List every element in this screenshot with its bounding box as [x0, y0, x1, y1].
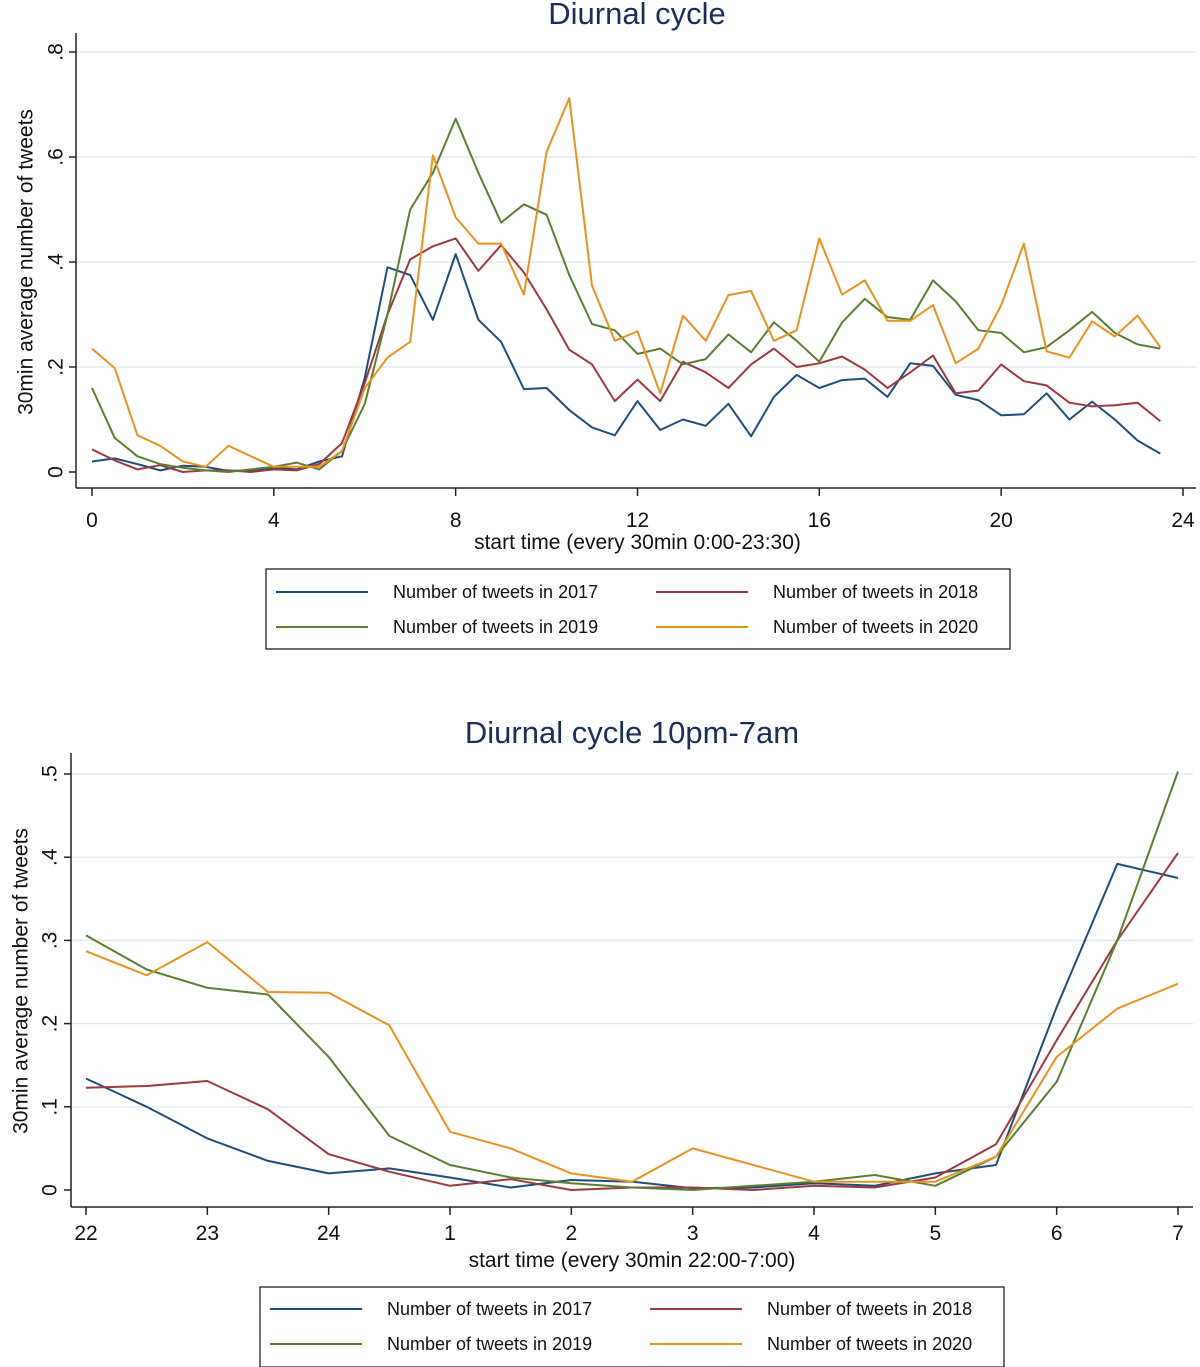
x-axis-label: start time (every 30min 22:00-7:00) [469, 1249, 796, 1272]
x-tick-label: 24 [1171, 509, 1195, 532]
y-tick-label: .1 [39, 1098, 62, 1116]
y-tick-label: .5 [39, 765, 62, 783]
x-tick-label: 23 [196, 1222, 219, 1245]
y-axis-label: 30min average number of tweets [15, 109, 38, 415]
chart-1: Diurnal cycle 0 .2 .4 .6 .8 0 4 8 12 16 20 24 start t… [15, 0, 1196, 650]
y-axis-label: 30min average number of tweets [10, 828, 33, 1134]
series-line-number-of-tweets-in-2018 [85, 852, 1179, 1191]
series-line-number-of-tweets-in-2017 [85, 862, 1179, 1190]
x-tick-label: 8 [450, 509, 462, 532]
x-tick-label: 4 [808, 1222, 820, 1245]
series-line-number-of-tweets-in-2020 [85, 941, 1179, 1183]
legend: Number of tweets in 2017 Number of tweets… [259, 1286, 1005, 1367]
legend-box [265, 568, 1011, 650]
y-tick-label: 0 [45, 466, 68, 478]
series-line-number-of-tweets-in-2018 [91, 237, 1161, 473]
x-tick-label: 16 [808, 509, 831, 532]
y-tick-label: .6 [45, 148, 68, 166]
legend-label: Number of tweets in 2019 [387, 1334, 592, 1354]
y-tick-label: .3 [39, 932, 62, 950]
y-tick-label: .4 [39, 848, 62, 866]
chart-title: Diurnal cycle [548, 0, 725, 31]
legend-label: Number of tweets in 2017 [387, 1299, 592, 1319]
y-tick-label: .4 [45, 253, 68, 271]
x-tick-label: 20 [989, 509, 1012, 532]
x-tick-label: 5 [929, 1222, 941, 1245]
chart-title: Diurnal cycle 10pm-7am [465, 715, 799, 750]
x-tick-label: 2 [565, 1222, 577, 1245]
x-tick-label: 22 [74, 1222, 97, 1245]
series-line-number-of-tweets-in-2017 [91, 253, 1161, 472]
y-tick-label: 0 [39, 1184, 62, 1196]
legend-label: Number of tweets in 2018 [773, 582, 978, 602]
x-tick-label: 1 [444, 1222, 456, 1245]
legend-label: Number of tweets in 2017 [393, 582, 598, 602]
x-tick-label: 6 [1051, 1222, 1063, 1245]
x-tick-label: 7 [1172, 1222, 1184, 1245]
legend-label: Number of tweets in 2020 [773, 617, 978, 637]
series-line-number-of-tweets-in-2019 [91, 117, 1161, 473]
legend-label: Number of tweets in 2020 [767, 1334, 972, 1354]
legend: Number of tweets in 2017 Number of tweets… [265, 568, 1011, 650]
series-line-number-of-tweets-in-2020 [91, 97, 1162, 468]
x-tick-label: 3 [687, 1222, 699, 1245]
legend-label: Number of tweets in 2018 [767, 1299, 972, 1319]
y-tick-label: .2 [39, 1015, 62, 1033]
x-tick-label: 4 [268, 509, 280, 532]
legend-label: Number of tweets in 2019 [393, 617, 598, 637]
x-tick-label: 0 [86, 509, 98, 532]
y-tick-label: .2 [45, 358, 68, 376]
x-tick-label: 24 [317, 1222, 341, 1245]
x-tick-label: 12 [626, 509, 649, 532]
legend-box [259, 1286, 1005, 1367]
y-tick-label: .8 [45, 43, 68, 61]
x-axis-label: start time (every 30min 0:00-23:30) [474, 531, 801, 554]
